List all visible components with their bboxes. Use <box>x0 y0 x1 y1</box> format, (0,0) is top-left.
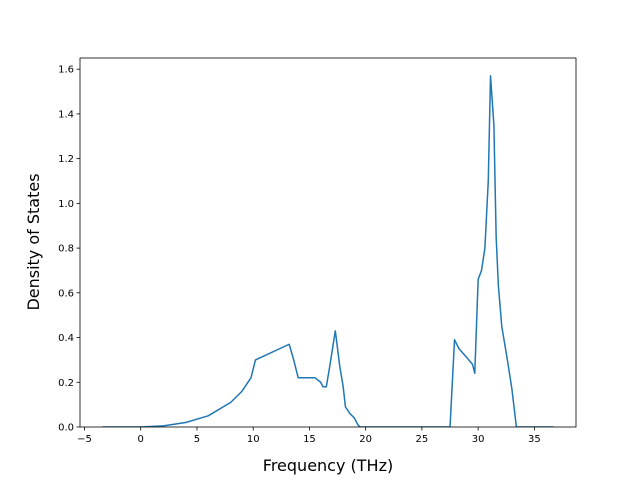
x-tick-label: 15 <box>303 434 316 445</box>
plot-frame <box>79 57 577 428</box>
y-axis-label: Density of States <box>24 173 43 310</box>
y-tick-label: 0.8 <box>58 244 74 255</box>
x-tick-label: 30 <box>472 434 485 445</box>
x-tick-label: 20 <box>359 434 372 445</box>
data-line <box>102 75 554 427</box>
y-tick-label: 1.4 <box>58 109 74 120</box>
x-tick-label: 0 <box>138 434 144 445</box>
x-tick-label: 25 <box>416 434 429 445</box>
y-tick-label: 1.0 <box>58 199 74 210</box>
x-tick-label: −5 <box>77 434 92 445</box>
x-tick-label: 10 <box>247 434 260 445</box>
y-tick-label: 1.2 <box>58 154 74 165</box>
x-tick-label: 5 <box>194 434 200 445</box>
x-tick-label: 35 <box>528 434 541 445</box>
y-tick-label: 1.6 <box>58 65 74 76</box>
y-tick-label: 0.2 <box>58 378 74 389</box>
x-axis-label: Frequency (THz) <box>263 456 393 475</box>
y-tick-label: 0.6 <box>58 288 74 299</box>
y-tick-label: 0.4 <box>58 333 74 344</box>
y-tick-label: 0.0 <box>58 423 74 434</box>
